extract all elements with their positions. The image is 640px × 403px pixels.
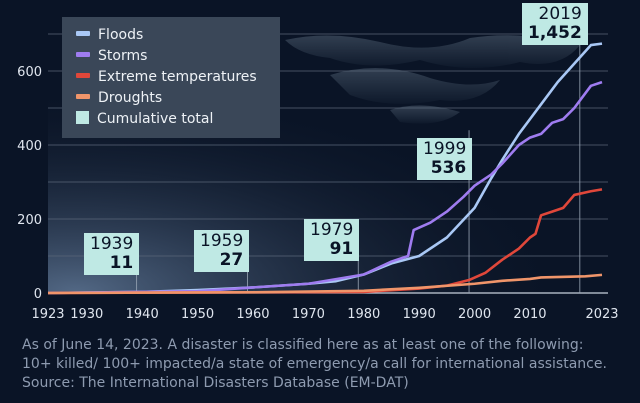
y-tick-label: 200 xyxy=(17,213,42,228)
y-tick-label: 600 xyxy=(17,65,42,80)
annotation-1999: 1999 536 xyxy=(417,138,473,180)
x-tick-label: 1923 xyxy=(31,307,64,322)
series-line-storms xyxy=(47,80,603,295)
x-tick-label: 1970 xyxy=(292,307,325,322)
annotation-value: 27 xyxy=(219,250,244,270)
x-tick-label: 1960 xyxy=(236,307,269,322)
annotation-value: 11 xyxy=(109,253,134,273)
annotation-year: 1959 xyxy=(200,231,244,251)
annotation-1979: 1979 91 xyxy=(304,219,360,261)
x-tick-label: 2023 xyxy=(585,307,618,322)
x-tick-label: 1980 xyxy=(347,307,380,322)
annotation-2019: 2019 1,452 xyxy=(522,3,588,45)
annotation-year: 1979 xyxy=(310,220,354,240)
footnote-line2: 10+ killed/ 100+ impacted/a state of eme… xyxy=(22,356,607,372)
y-tick-label: 0 xyxy=(34,287,42,302)
legend-item-extreme-temperatures: Extreme temperatures xyxy=(76,67,257,87)
legend-item-storms: Storms xyxy=(76,46,147,66)
series-line-droughts xyxy=(47,273,603,295)
annotation-value: 1,452 xyxy=(528,23,582,43)
x-tick-label: 1930 xyxy=(70,307,103,322)
annotation-year: 1939 xyxy=(90,234,134,254)
cumulative-total-swatch xyxy=(76,110,89,124)
annotation-value: 536 xyxy=(430,158,467,178)
y-tick-label: 400 xyxy=(17,139,42,154)
legend-item-cumulative-total: Cumulative total xyxy=(76,109,213,129)
x-tick-label: 2010 xyxy=(513,307,546,322)
x-tick-label: 1990 xyxy=(403,307,436,322)
legend-label: Extreme temperatures xyxy=(98,69,257,85)
legend-label: Droughts xyxy=(98,90,163,106)
annotation-year: 2019 xyxy=(538,4,582,24)
footnote-line1: As of June 14, 2023. A disaster is class… xyxy=(22,337,584,353)
legend-label: Storms xyxy=(98,48,148,64)
droughts-swatch xyxy=(76,93,90,99)
legend-item-floods: Floods xyxy=(76,25,143,45)
annotation-1959: 1959 27 xyxy=(194,230,250,272)
legend-label: Cumulative total xyxy=(97,111,214,127)
storms-swatch xyxy=(76,51,90,57)
x-tick-label: 1950 xyxy=(181,307,214,322)
x-tick-label: 2000 xyxy=(458,307,491,322)
annotation-value: 91 xyxy=(329,239,354,259)
floods-swatch xyxy=(76,30,90,36)
annotation-1939: 1939 11 xyxy=(84,233,140,275)
extreme-temperatures-swatch xyxy=(76,72,90,78)
legend: Floods Storms Extreme temperatures Droug… xyxy=(62,17,280,138)
annotation-year: 1999 xyxy=(423,139,467,159)
clouds-decoration xyxy=(285,35,580,124)
legend-label: Floods xyxy=(98,27,144,43)
source: Source: The International Disasters Data… xyxy=(22,375,409,391)
x-tick-label: 1940 xyxy=(126,307,159,322)
legend-item-droughts: Droughts xyxy=(76,88,162,108)
